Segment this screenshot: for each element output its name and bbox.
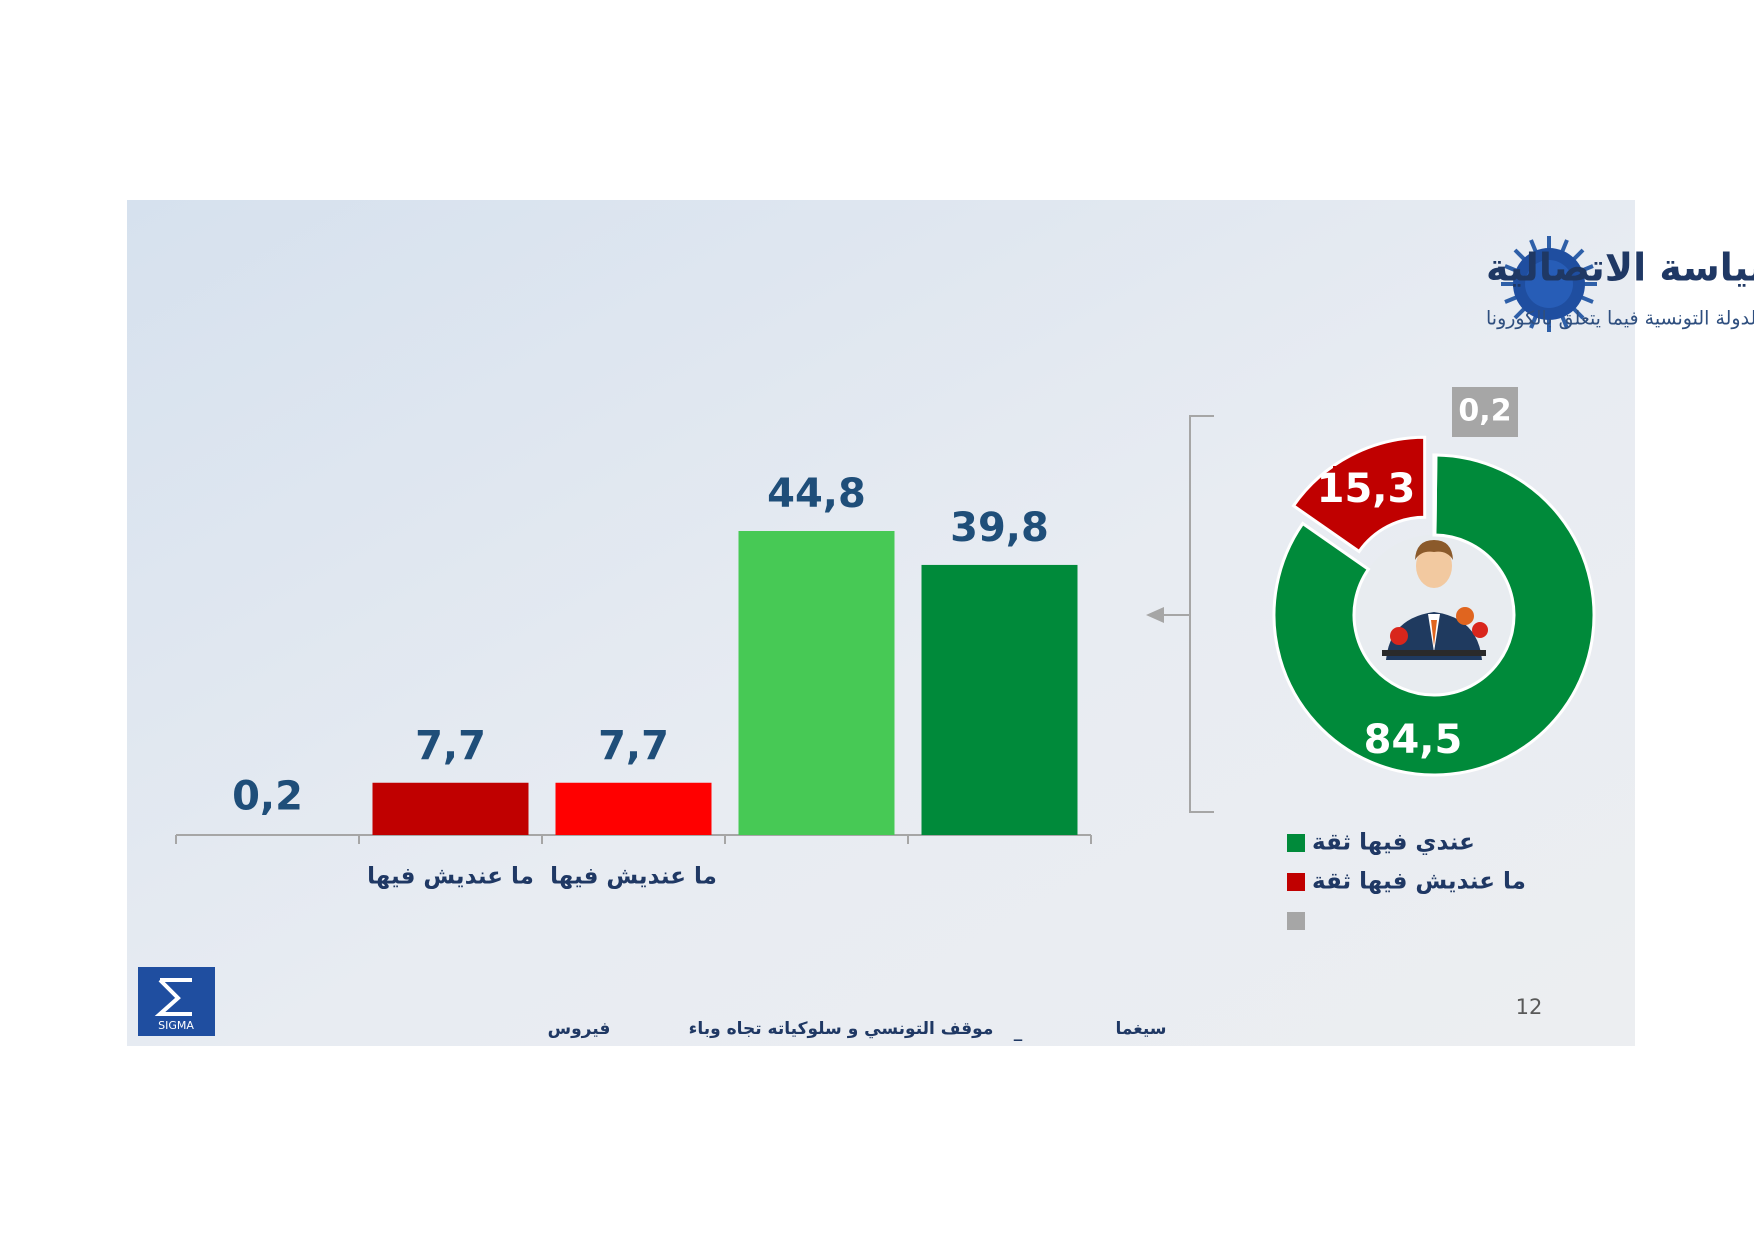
logo: SIGMA bbox=[138, 967, 215, 1036]
bar bbox=[372, 782, 529, 835]
legend-swatch bbox=[1287, 912, 1305, 930]
value-label: 44,8 bbox=[767, 471, 866, 517]
legend-label: ما عنديش فيها ثقة bbox=[1312, 869, 1526, 895]
virus-icon bbox=[1501, 236, 1597, 332]
arrow-head bbox=[1146, 607, 1164, 623]
bar bbox=[738, 531, 895, 835]
value-label: 0,2 bbox=[232, 774, 303, 820]
value-label: 39,8 bbox=[950, 505, 1049, 551]
bracket bbox=[1160, 415, 1214, 813]
title: درجة الثقة في السياسة الاتصالية bbox=[1486, 246, 1754, 290]
legend-swatch bbox=[1287, 834, 1305, 852]
donut-slice bbox=[1272, 453, 1596, 777]
legend-swatch bbox=[1287, 873, 1305, 891]
donut-slice bbox=[1432, 453, 1438, 537]
speaker-icon bbox=[1382, 540, 1488, 660]
value-label: 15,3 bbox=[1317, 466, 1416, 512]
subtitle: إلى أي درجة عندك ثقة في السياسة الاتصالي… bbox=[1486, 306, 1754, 331]
page-number: 12 bbox=[1516, 995, 1543, 1019]
value-label: 7,7 bbox=[415, 723, 486, 769]
value-label: 84,5 bbox=[1364, 717, 1463, 763]
legend-label: عندي فيها ثقة bbox=[1312, 830, 1475, 856]
label-box bbox=[1333, 466, 1399, 516]
footer-text: فيروس bbox=[548, 1019, 611, 1039]
value-label: 0,2 bbox=[1458, 394, 1511, 429]
footer-text: _ bbox=[1014, 1022, 1023, 1042]
category-label: ما عنديش فيها bbox=[550, 864, 717, 890]
value-label: 7,7 bbox=[598, 723, 669, 769]
footer-text: موقف التونسي و سلوكياته تجاه وباء bbox=[689, 1019, 994, 1039]
logo-text: SIGMA bbox=[158, 1019, 194, 1032]
label-box bbox=[1452, 387, 1518, 437]
category-label: ما عنديش فيها bbox=[367, 864, 534, 890]
bar bbox=[555, 782, 712, 835]
bar bbox=[921, 564, 1078, 835]
footer-text: سيغما bbox=[1115, 1019, 1166, 1039]
